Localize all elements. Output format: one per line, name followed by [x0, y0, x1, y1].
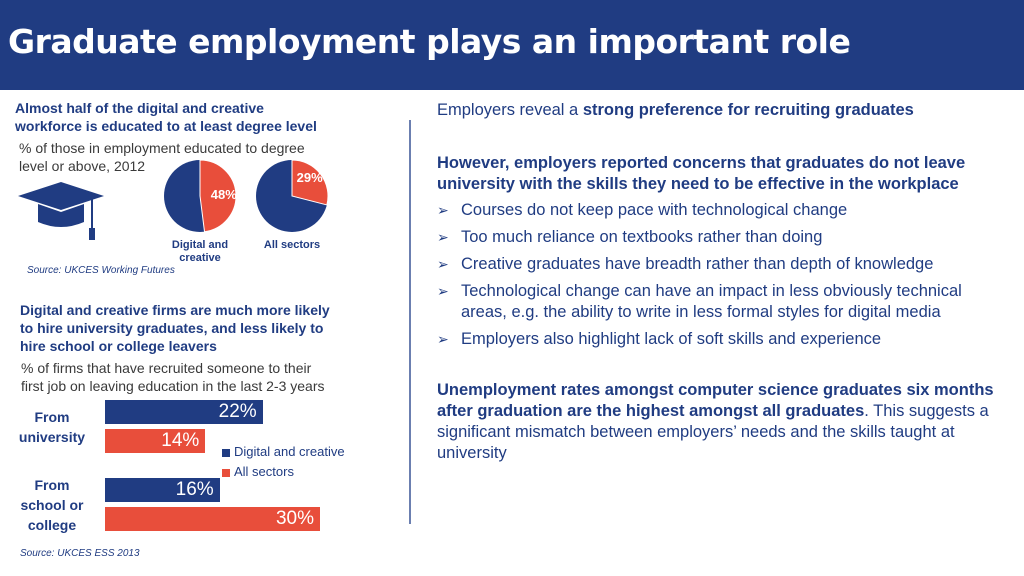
bar-category-label: From university	[18, 409, 86, 445]
unemployment-text-dot: .	[864, 402, 869, 420]
recruit-source: Source: UKCES ESS 2013	[20, 548, 140, 559]
concern-item: ➢ Too much reliance on textbooks rather t…	[437, 227, 1007, 248]
degree-heading: Almost half of the digital and creative …	[15, 99, 317, 135]
recruit-heading-line2: to hire university graduates, and less l…	[20, 320, 324, 336]
bar-value-label: 30%	[275, 508, 314, 529]
concern-item-text: Technological change can have an impact …	[461, 282, 962, 321]
concern-item-text: Courses do not keep pace with technologi…	[461, 201, 848, 219]
bar-all-sectors: 14%	[105, 429, 206, 453]
arrow-bullet-icon: ➢	[437, 202, 449, 218]
recruit-subtitle-line2: first job on leaving education in the la…	[21, 378, 325, 394]
degree-subtitle-line2: level or above, 2012	[19, 158, 146, 174]
pie-all-sectors: 29% All sectors	[256, 160, 329, 251]
degree-heading-line1: Almost half of the digital and creative	[15, 100, 264, 116]
page-title: Graduate employment plays an important r…	[8, 22, 851, 61]
pie-value-slice	[199, 160, 237, 233]
column-divider	[409, 120, 411, 524]
bar-all-sectors: 30%	[105, 507, 320, 531]
recruit-bar-chart: From university 22% 14% From school or college…	[0, 395, 400, 540]
legend-label: Digital and creative	[234, 444, 345, 459]
recruit-heading-line3: hire school or college leavers	[20, 338, 217, 354]
pie-value-label: 29%	[297, 170, 323, 185]
preference-text-normal: Employers reveal a	[437, 101, 583, 119]
arrow-bullet-icon: ➢	[437, 256, 449, 272]
concern-item-text: Too much reliance on textbooks rather th…	[461, 228, 823, 246]
arrow-bullet-icon: ➢	[437, 283, 449, 299]
degree-subtitle-line1: % of those in employment educated to deg…	[19, 140, 305, 156]
arrow-bullet-icon: ➢	[437, 331, 449, 347]
concern-item: ➢ Courses do not keep pace with technolog…	[437, 200, 1007, 221]
concern-item: ➢ Creative graduates have breadth rather …	[437, 254, 1007, 275]
degree-source: Source: UKCES Working Futures	[27, 265, 175, 276]
recruit-subtitle-line1: % of firms that have recruited someone t…	[21, 360, 312, 376]
bar-value-label: 14%	[161, 430, 200, 451]
concern-item: ➢ Technological change can have an impact…	[437, 281, 1007, 323]
pie-category-label: All sectors	[264, 239, 320, 251]
graduation-cap-icon	[18, 182, 104, 240]
legend-swatch	[222, 448, 230, 457]
preference-text-bold: strong preference for recruiting graduat…	[582, 101, 914, 119]
pie-value-slice	[291, 160, 329, 206]
legend-label: All sectors	[234, 464, 294, 479]
recruit-subtitle: % of firms that have recruited someone t…	[21, 359, 325, 395]
legend-swatch	[222, 468, 230, 477]
pie-category-label: creative	[179, 252, 221, 264]
recruit-heading: Digital and creative firms are much more…	[20, 301, 330, 355]
preference-text: Employers reveal a strong preference for…	[437, 100, 1007, 121]
right-column: Employers reveal a strong preference for…	[437, 100, 1007, 464]
legend-item: Digital and creative	[222, 444, 345, 459]
header-banner: Graduate employment plays an important r…	[0, 0, 1024, 90]
bar-category-label: From school or college	[20, 477, 84, 533]
degree-subtitle: % of those in employment educated to deg…	[19, 139, 305, 175]
unemployment-text-bold: Unemployment rates amongst computer scie…	[437, 381, 994, 420]
concerns-list: ➢ Courses do not keep pace with technolog…	[437, 200, 1007, 350]
concern-item: ➢ Employers also highlight lack of soft s…	[437, 329, 1007, 350]
concerns-heading: However, employers reported concerns tha…	[437, 154, 966, 193]
unemployment-text-normal: This suggests a significant mismatch bet…	[437, 402, 989, 462]
degree-heading-line2: workforce is educated to at least degree…	[15, 118, 317, 134]
concern-item-text: Creative graduates have breadth rather t…	[461, 255, 934, 273]
bar-value-label: 22%	[218, 401, 257, 422]
concern-item-text: Employers also highlight lack of soft sk…	[461, 330, 882, 348]
bar-value-label: 16%	[175, 479, 214, 500]
bar-digital-creative: 16%	[105, 478, 220, 502]
pie-value-label: 48%	[211, 187, 237, 202]
pie-category-label: Digital and	[172, 239, 228, 251]
legend-item: All sectors	[222, 464, 294, 479]
bar-digital-creative: 22%	[105, 400, 263, 424]
recruit-heading-line1: Digital and creative firms are much more…	[20, 302, 330, 318]
arrow-bullet-icon: ➢	[437, 229, 449, 245]
unemployment-text: Unemployment rates amongst computer scie…	[437, 380, 1007, 464]
